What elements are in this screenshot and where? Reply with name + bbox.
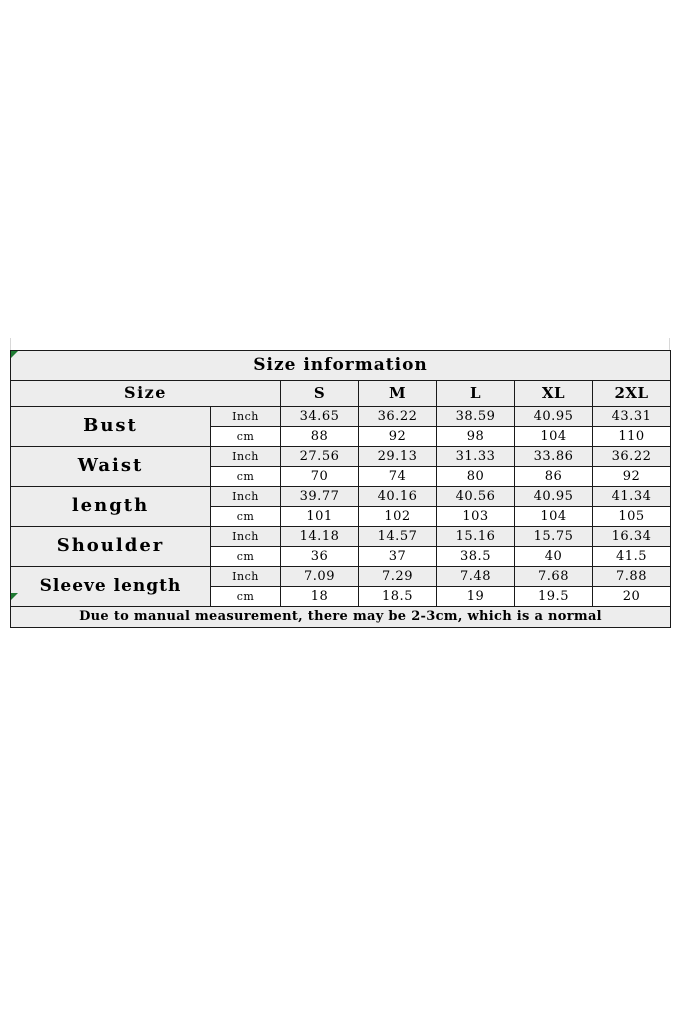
cell-sleeve-length-inch-xl: 7.68 — [514, 566, 593, 587]
cell-shoulder-cm-xl: 40 — [514, 546, 593, 567]
table-row: Bust Inch 34.65 36.22 38.59 40.95 43.31 — [10, 406, 672, 447]
cell-bust-inch-l: 38.59 — [436, 406, 515, 427]
cell-sleeve-length-inch-m: 7.29 — [358, 566, 437, 587]
cell-bust-cm-2xl: 110 — [591, 426, 672, 447]
table-row: Waist Inch 27.56 29.13 31.33 33.86 36.22 — [10, 446, 672, 487]
cell-bust-cm-l: 98 — [436, 426, 515, 447]
column-header-xl: XL — [514, 380, 593, 407]
cell-waist-cm-m: 74 — [358, 466, 437, 487]
cell-marker-icon-title — [11, 351, 18, 358]
cell-bust-cm-m: 92 — [358, 426, 437, 447]
row-label-waist: Waist — [10, 446, 211, 487]
cell-waist-cm-l: 80 — [436, 466, 515, 487]
cell-bust-inch-2xl: 43.31 — [591, 406, 672, 427]
cell-sleeve-length-inch-2xl: 7.88 — [591, 566, 672, 587]
cell-waist-inch-m: 29.13 — [358, 446, 437, 467]
cell-shoulder-inch-xl: 15.75 — [514, 526, 593, 547]
cell-waist-inch-xl: 33.86 — [514, 446, 593, 467]
table-row: Sleeve length Inch 7.09 7.29 7.48 7.68 7.88 — [10, 566, 672, 607]
unit-label-cm: cm — [210, 586, 281, 607]
cell-waist-inch-s: 27.56 — [280, 446, 359, 467]
column-header-m: M — [358, 380, 437, 407]
cell-sleeve-length-cm-s: 18 — [280, 586, 359, 607]
cell-length-cm-s: 101 — [280, 506, 359, 527]
unit-label-inch: Inch — [210, 446, 281, 467]
cell-shoulder-cm-m: 37 — [358, 546, 437, 567]
unit-label-inch: Inch — [210, 406, 281, 427]
cell-bust-inch-s: 34.65 — [280, 406, 359, 427]
cell-length-inch-l: 40.56 — [436, 486, 515, 507]
row-label-sleeve-length: Sleeve length — [10, 566, 211, 607]
page-title: Size information — [9, 350, 672, 381]
cell-length-inch-s: 39.77 — [280, 486, 359, 507]
cell-length-cm-2xl: 105 — [591, 506, 672, 527]
cell-bust-inch-xl: 40.95 — [514, 406, 593, 427]
cell-length-cm-l: 103 — [436, 506, 515, 527]
unit-label-cm: cm — [210, 546, 281, 567]
cell-shoulder-inch-l: 15.16 — [436, 526, 515, 547]
cell-sleeve-length-inch-s: 7.09 — [280, 566, 359, 587]
row-label-bust: Bust — [10, 406, 211, 447]
cell-sleeve-length-cm-m: 18.5 — [358, 586, 437, 607]
column-header-size: Size — [10, 380, 281, 407]
row-label-shoulder: Shoulder — [10, 526, 211, 567]
cell-shoulder-inch-2xl: 16.34 — [591, 526, 672, 547]
measurement-note: Due to manual measurement, there may be … — [9, 606, 672, 628]
unit-label-inch: Inch — [210, 526, 281, 547]
size-chart: Size information Size S M L XL 2XL Bust Inch 34.6… — [9, 350, 672, 628]
cell-length-cm-m: 102 — [358, 506, 437, 527]
cell-bust-cm-xl: 104 — [514, 426, 593, 447]
cell-length-inch-2xl: 41.34 — [591, 486, 672, 507]
cell-sleeve-length-inch-l: 7.48 — [436, 566, 515, 587]
cell-length-inch-m: 40.16 — [358, 486, 437, 507]
cell-marker-icon-note — [11, 593, 18, 600]
table-header-row: Size S M L XL 2XL — [10, 380, 672, 407]
table-note-row: Due to manual measurement, there may be … — [9, 606, 672, 628]
size-information-table: Size information Size S M L XL 2XL Bust Inch 34.6… — [9, 350, 672, 628]
cell-length-cm-xl: 104 — [514, 506, 593, 527]
column-header-l: L — [436, 380, 515, 407]
cell-waist-inch-2xl: 36.22 — [591, 446, 672, 467]
cell-shoulder-cm-l: 38.5 — [436, 546, 515, 567]
table-row: cm 101 102 103 104 105 — [11, 506, 672, 527]
table-row: Shoulder Inch 14.18 14.57 15.16 15.75 16.34 — [10, 526, 672, 567]
row-label-length: length — [10, 486, 211, 527]
cell-shoulder-inch-s: 14.18 — [280, 526, 359, 547]
table-row: cm 88 92 98 104 110 — [11, 426, 672, 447]
table-row: cm 36 37 38.5 40 41.5 — [11, 546, 672, 567]
column-header-2xl: 2XL — [591, 380, 672, 407]
table-title-row: Size information — [9, 350, 672, 381]
cell-waist-cm-xl: 86 — [514, 466, 593, 487]
cell-sleeve-length-cm-xl: 19.5 — [514, 586, 593, 607]
cell-shoulder-inch-m: 14.57 — [358, 526, 437, 547]
unit-label-inch: Inch — [210, 566, 281, 587]
table-row: cm 70 74 80 86 92 — [11, 466, 672, 487]
cell-shoulder-cm-s: 36 — [280, 546, 359, 567]
cell-waist-cm-s: 70 — [280, 466, 359, 487]
unit-label-cm: cm — [210, 426, 281, 447]
unit-label-inch: Inch — [210, 486, 281, 507]
cell-bust-cm-s: 88 — [280, 426, 359, 447]
unit-label-cm: cm — [210, 466, 281, 487]
cell-shoulder-cm-2xl: 41.5 — [591, 546, 672, 567]
column-header-s: S — [280, 380, 359, 407]
cell-waist-inch-l: 31.33 — [436, 446, 515, 467]
cell-bust-inch-m: 36.22 — [358, 406, 437, 427]
cell-waist-cm-2xl: 92 — [591, 466, 672, 487]
cell-sleeve-length-cm-l: 19 — [436, 586, 515, 607]
cell-length-inch-xl: 40.95 — [514, 486, 593, 507]
table-row: length Inch 39.77 40.16 40.56 40.95 41.34 — [10, 486, 672, 527]
cell-sleeve-length-cm-2xl: 20 — [591, 586, 672, 607]
unit-label-cm: cm — [210, 506, 281, 527]
